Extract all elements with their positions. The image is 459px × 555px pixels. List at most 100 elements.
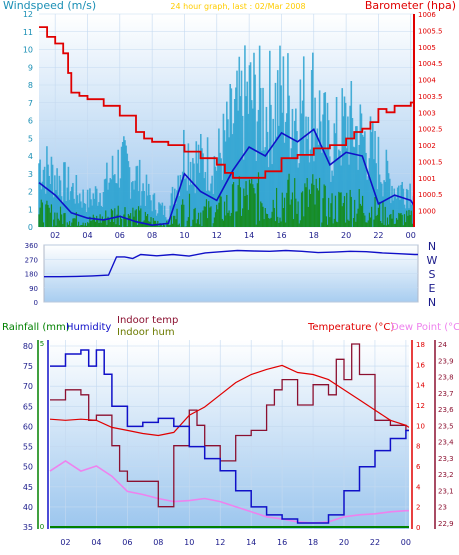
temperature-tick-label-8: 16: [416, 361, 425, 369]
indoor-tick-label-1: 23: [438, 504, 447, 512]
top-x-tick-label-9: 20: [341, 231, 351, 240]
barometer-tick-label-1: 1000.5: [418, 191, 443, 199]
direction-grid: [44, 244, 418, 303]
top-x-tick-label-1: 04: [82, 231, 92, 240]
wind-tick-label-5: 5: [28, 134, 33, 143]
indoor-tick-label-6: 23,5: [438, 422, 454, 430]
bottom-x-tick-label-5: 12: [215, 538, 225, 547]
rainfall-tick-label-top: 5: [40, 340, 44, 348]
top-x-tick-label-0: 02: [50, 231, 60, 240]
compass-label-e: E: [429, 282, 436, 295]
barometer-tick-label-3: 1001.5: [418, 158, 443, 166]
barometer-tick-label-6: 1003: [418, 109, 436, 117]
temperature-tick-label-7: 14: [416, 382, 425, 390]
bottom-x-tick-label-10: 22: [370, 538, 380, 547]
top-x-tick-label-4: 10: [179, 231, 189, 240]
direction-tick-label-4: 360: [25, 242, 38, 250]
indoor-tick-label-3: 23,2: [438, 471, 454, 479]
compass-labels: N W S E N: [427, 240, 438, 309]
top-series-lines: [38, 26, 415, 227]
indoor-temp-label: Indoor temp: [117, 315, 178, 326]
barometer-tick-label-4: 1002: [418, 142, 436, 150]
barometer-tick-label-11: 1005.5: [418, 27, 443, 35]
top-x-axis-ticks: 02 04 06 08 10 12 14 16 18 20 22 00: [50, 231, 416, 240]
temperature-tick-label-1: 2: [416, 504, 420, 512]
top-x-tick-label-5: 12: [212, 231, 222, 240]
temperature-tick-label-4: 8: [416, 443, 420, 451]
barometer-tick-label-12: 1006: [418, 11, 436, 19]
temperature-tick-label-3: 6: [416, 463, 421, 471]
indoor-tick-label-11: 24: [438, 341, 447, 349]
humidity-tick-label-4: 55: [23, 443, 33, 452]
bottom-plot-area: [50, 340, 409, 529]
wind-tick-label-7: 7: [28, 99, 33, 108]
temperature-tick-label-5: 10: [416, 422, 425, 430]
top-x-tick-label-6: 14: [244, 231, 254, 240]
top-panel: Windspeed (m/s) 24 hour graph, last : 02…: [3, 0, 456, 240]
humidity-tick-label-6: 65: [23, 402, 33, 411]
humidity-tick-label-3: 50: [23, 463, 33, 472]
indoor-axis-ticks: 22,9 23 23,1 23,2 23,3 23,4 23,5 23,6 23,7 23,8 23…: [438, 341, 454, 528]
bottom-x-tick-label-3: 08: [153, 538, 163, 547]
top-x-tick-label-2: 06: [115, 231, 125, 240]
bottom-x-tick-label-8: 18: [308, 538, 318, 547]
chart-title: 24 hour graph, last : 02/Mar 2008: [170, 2, 305, 11]
wind-tick-label-12: 12: [23, 10, 33, 19]
compass-label-n-bottom: N: [428, 296, 436, 309]
humidity-tick-label-9: 80: [23, 342, 33, 351]
bottom-x-tick-label-11: 00: [401, 538, 411, 547]
wind-tick-label-0: 0: [28, 223, 33, 232]
compass-label-n-top: N: [428, 240, 436, 253]
indoor-tick-label-0: 22,9: [438, 520, 454, 528]
bottom-x-tick-label-1: 04: [91, 538, 101, 547]
barometer-tick-label-9: 1004.5: [418, 60, 443, 68]
dew-point-line: [49, 459, 409, 524]
wind-direction-line: [44, 249, 418, 278]
direction-tick-label-1: 90: [29, 285, 38, 293]
indoor-temp-line: [50, 343, 409, 508]
indoor-tick-label-10: 23,9: [438, 357, 454, 365]
temperature-axis-ticks: 0 2 4 6 8 10 12 14 16 18: [416, 341, 425, 532]
bottom-x-tick-label-0: 02: [60, 538, 70, 547]
compass-label-s: S: [429, 268, 436, 281]
wind-tick-label-6: 6: [28, 117, 33, 126]
rainfall-axis-ticks: 50: [40, 340, 44, 531]
humidity-axis-ticks: 35 40 45 50 55 60 65 70 75 80: [23, 342, 33, 532]
compass-label-w: W: [427, 254, 438, 267]
bottom-x-tick-label-9: 20: [339, 538, 349, 547]
bottom-panel: Rainfall (mm) Humidity Indoor temp Indoo…: [2, 315, 459, 547]
humidity-tick-label-1: 40: [23, 503, 33, 512]
rainfall-tick-label-bottom: 0: [40, 523, 44, 531]
indoor-tick-label-8: 23,7: [438, 390, 454, 398]
humidity-tick-label-2: 45: [23, 483, 33, 492]
barometer-axis-ticks: 1000 1000.5 1001 1001.5 1002 1002.5 1003 1003.5…: [418, 11, 443, 216]
wind-tick-label-4: 4: [28, 152, 33, 161]
wind-tick-label-11: 11: [23, 28, 33, 37]
direction-tick-label-3: 270: [25, 256, 38, 264]
barometer-tick-label-5: 1002.5: [418, 126, 443, 134]
barometer-tick-label-0: 1000: [418, 208, 436, 216]
top-x-tick-label-11: 00: [406, 231, 416, 240]
average-wind-line: [38, 128, 415, 227]
top-x-tick-label-3: 08: [147, 231, 157, 240]
top-x-tick-label-8: 18: [309, 231, 319, 240]
rainfall-label: Rainfall (mm): [2, 322, 70, 333]
temperature-tick-label-6: 12: [416, 402, 425, 410]
bottom-x-tick-label-2: 06: [122, 538, 132, 547]
humidity-tick-label-8: 75: [23, 362, 33, 371]
indoor-tick-label-9: 23,8: [438, 374, 454, 382]
barometer-tick-label-2: 1001: [418, 175, 436, 183]
temperature-tick-label-0: 0: [416, 524, 420, 532]
wind-tick-label-3: 3: [28, 170, 33, 179]
humidity-tick-label-5: 60: [23, 422, 33, 431]
middle-panel: 0 90 180 270 360 N W S E N: [25, 240, 438, 309]
wind-tick-label-2: 2: [28, 188, 33, 197]
barometer-tick-label-7: 1003.5: [418, 93, 443, 101]
wind-bars: [38, 45, 415, 227]
dew-point-label: Dew Point (°C): [391, 322, 459, 333]
bottom-series-lines: [49, 343, 410, 528]
indoor-tick-label-5: 23,4: [438, 439, 454, 447]
barometer-tick-label-10: 1005: [418, 44, 436, 52]
bottom-x-tick-label-7: 16: [277, 538, 287, 547]
